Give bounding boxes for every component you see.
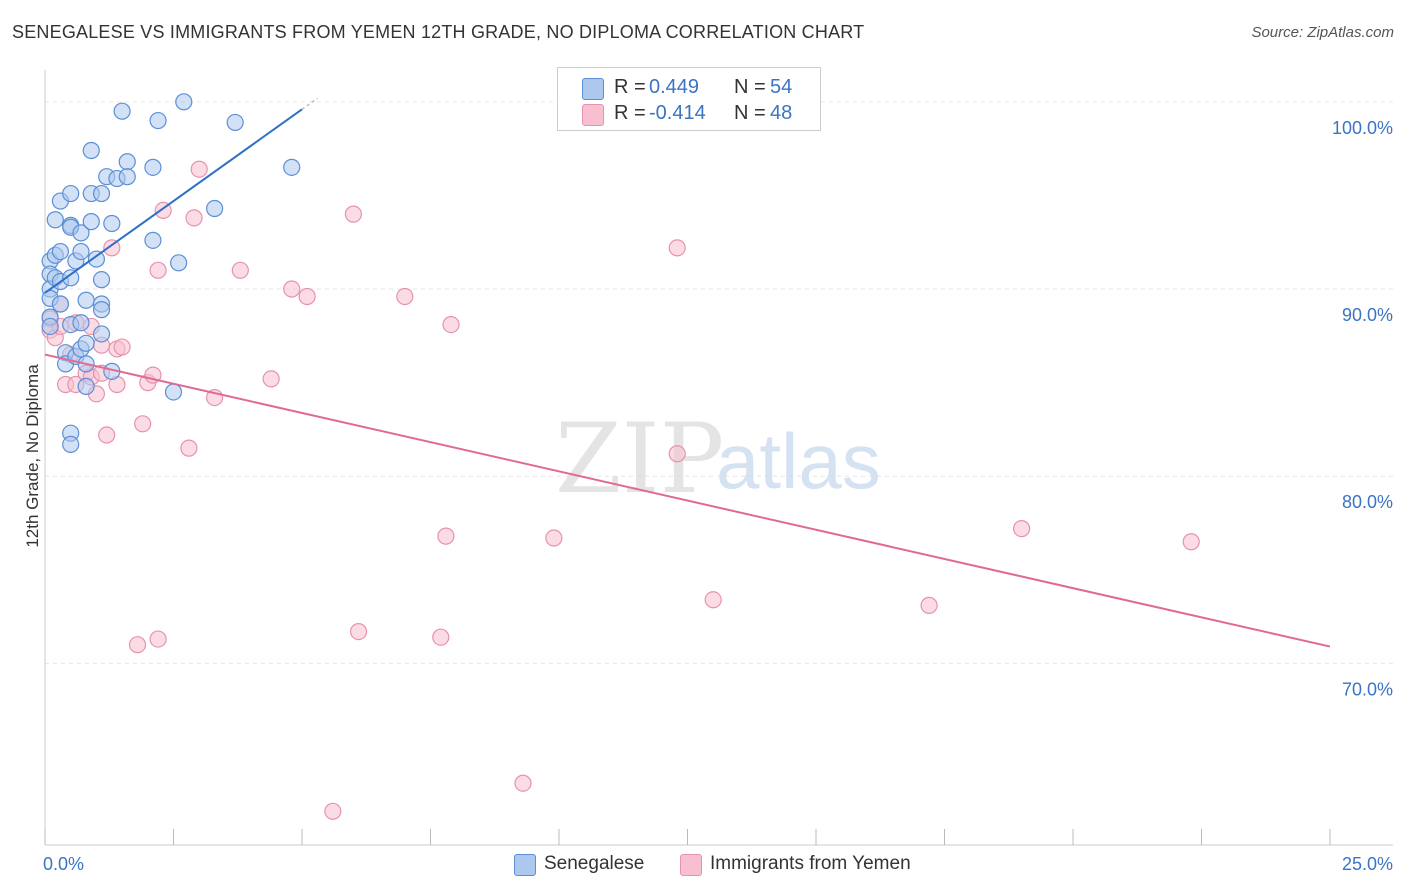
correlation-legend: R = 0.449 N = 54 R = -0.414 N = 48 — [557, 67, 821, 131]
chart-source: Source: ZipAtlas.com — [1251, 24, 1394, 41]
senegalese-point — [77, 377, 95, 395]
senegalese-point — [113, 102, 131, 120]
x-tick-label: 25.0% — [1342, 854, 1393, 874]
yemen-point — [180, 439, 198, 457]
y-tick-label: 70.0% — [1342, 679, 1393, 699]
y-tick-label: 100.0% — [1332, 118, 1393, 138]
yemen-point — [704, 591, 722, 609]
yemen-point — [324, 802, 342, 820]
series-senegalese-points — [41, 93, 301, 453]
yemen-point — [113, 338, 131, 356]
series-legend-label: Senegalese — [544, 853, 645, 874]
senegalese-point — [77, 291, 95, 309]
legend-r-label: R = — [614, 102, 646, 124]
senegalese-trend-extension — [301, 97, 318, 110]
yemen-point — [344, 205, 362, 223]
senegalese-point — [206, 199, 224, 218]
senegalese-point — [175, 93, 193, 111]
yemen-trend-line — [44, 353, 1331, 648]
legend-n-label: N = — [734, 76, 766, 98]
senegalese-point — [87, 250, 106, 268]
senegalese-point — [226, 113, 244, 132]
yemen-point — [190, 160, 208, 178]
senegalese-point — [149, 111, 167, 130]
yemen-point — [432, 628, 450, 646]
yemen-point — [514, 774, 532, 792]
senegalese-point — [92, 325, 111, 343]
axes — [44, 70, 1393, 846]
senegalese-trend-line — [44, 108, 303, 294]
watermark: ZIP atlas — [555, 403, 881, 515]
yemen-point — [396, 287, 414, 306]
yemen-point — [98, 426, 116, 444]
yemen-point — [231, 261, 249, 279]
yemen-point — [545, 529, 563, 547]
yemen-point — [1182, 533, 1200, 551]
gridlines — [45, 101, 1393, 664]
tick-labels: 100.0% 90.0% 80.0% 70.0% 0.0% 25.0% — [43, 118, 1393, 874]
senegalese-point — [144, 158, 162, 176]
yemen-point — [442, 315, 460, 334]
series-legend-label: Immigrants from Yemen — [710, 853, 911, 874]
senegalese-point — [72, 224, 90, 242]
series-legend-swatch-blue — [514, 854, 536, 876]
yemen-point — [668, 445, 686, 463]
yemen-point — [1012, 520, 1031, 538]
yemen-point — [128, 636, 147, 654]
senegalese-point — [92, 184, 111, 203]
legend-r-value: -0.414 — [649, 102, 706, 124]
yemen-point — [149, 630, 167, 648]
legend-n-label: N = — [734, 102, 766, 124]
y-axis-label: 12th Grade, No Diploma — [23, 364, 42, 548]
senegalese-point — [118, 168, 136, 186]
yemen-point — [262, 370, 280, 388]
legend-n-value: 54 — [770, 76, 793, 98]
yemen-point — [920, 596, 938, 614]
yemen-point — [668, 239, 686, 257]
yemen-point — [437, 527, 455, 545]
legend-r-value: 0.449 — [649, 76, 700, 98]
senegalese-point — [72, 242, 90, 261]
senegalese-point — [103, 214, 121, 233]
yemen-point — [349, 622, 368, 641]
yemen-point — [185, 209, 203, 227]
chart-title: SENEGALESE VS IMMIGRANTS FROM YEMEN 12TH… — [12, 22, 865, 42]
senegalese-point — [170, 254, 188, 272]
senegalese-point — [82, 141, 100, 160]
series-legend-swatch-pink — [680, 854, 702, 876]
senegalese-point — [144, 231, 162, 249]
trend-lines — [44, 97, 1331, 648]
senegalese-point — [164, 383, 183, 401]
senegalese-point — [82, 213, 100, 231]
yemen-point — [149, 261, 167, 279]
yemen-point — [103, 239, 121, 257]
legend-r-label: R = — [614, 76, 646, 98]
senegalese-point — [72, 314, 90, 332]
senegalese-point — [118, 153, 136, 171]
senegalese-point — [92, 301, 111, 319]
senegalese-point — [92, 271, 111, 289]
senegalese-point — [41, 317, 59, 336]
senegalese-point — [46, 211, 64, 229]
legend-swatch-pink — [582, 104, 604, 126]
senegalese-point — [62, 435, 80, 453]
series-legend: Senegalese Immigrants from Yemen — [0, 852, 1406, 878]
legend-n-value: 48 — [770, 102, 793, 124]
legend-swatch-blue — [582, 78, 604, 100]
y-tick-label: 90.0% — [1342, 305, 1393, 325]
senegalese-point — [283, 158, 301, 176]
yemen-point — [283, 280, 301, 298]
y-tick-label: 80.0% — [1342, 492, 1393, 512]
yemen-point — [134, 415, 152, 433]
yemen-point — [298, 287, 316, 306]
senegalese-point — [51, 242, 70, 261]
senegalese-point — [51, 295, 70, 313]
watermark-zip: ZIP — [555, 403, 724, 515]
senegalese-point — [77, 334, 95, 352]
watermark-atlas: atlas — [716, 417, 881, 505]
senegalese-point — [62, 184, 80, 203]
senegalese-point — [62, 269, 80, 287]
x-tick-label: 0.0% — [43, 854, 84, 874]
